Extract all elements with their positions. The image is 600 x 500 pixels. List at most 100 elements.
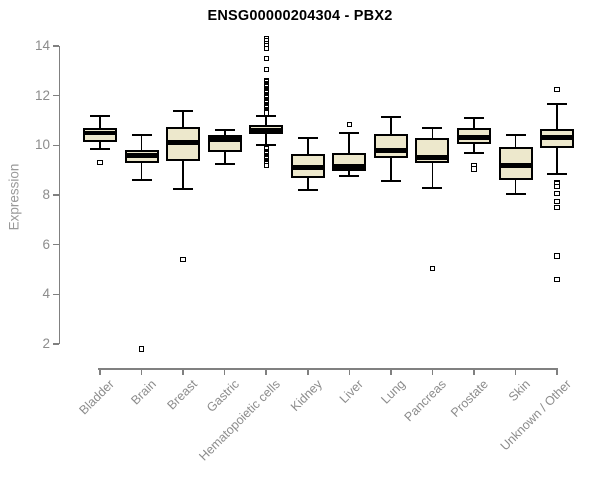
whisker-upper — [514, 135, 517, 147]
x-axis-tick — [140, 368, 143, 375]
y-axis-tick — [52, 144, 59, 147]
whisker-cap-lower — [297, 189, 318, 192]
y-tick-label: 10 — [34, 137, 50, 153]
x-tick-label-kidney: Kidney — [287, 377, 325, 414]
x-tick-label-lung: Lung — [378, 377, 408, 407]
x-axis-tick — [556, 368, 558, 375]
whisker-cap-lower — [131, 179, 152, 182]
y-tick-label: 12 — [34, 87, 50, 103]
y-axis-tick — [52, 194, 59, 196]
x-axis-tick — [473, 368, 475, 375]
whisker-lower — [182, 161, 184, 189]
whisker-lower — [99, 141, 101, 150]
y-axis-tick — [52, 343, 59, 345]
whisker-lower — [389, 157, 392, 182]
median-line — [498, 162, 533, 168]
x-tick-label-unknown-other: Unknown / Other — [497, 377, 574, 454]
whisker-cap-lower — [90, 148, 110, 151]
y-tick-label: 2 — [42, 336, 50, 351]
x-tick-label-hematopoietic-cells: Hematopoietic cells — [196, 377, 284, 464]
outlier-point — [263, 55, 269, 62]
whisker-lower — [431, 162, 434, 188]
whisker-lower — [140, 162, 143, 181]
y-axis-tick — [52, 94, 59, 97]
x-axis-tick — [223, 368, 226, 375]
whisker-upper — [306, 137, 309, 155]
median-line — [456, 135, 491, 141]
median-line — [540, 135, 575, 141]
whisker-cap-upper — [297, 136, 318, 139]
x-axis-tick — [182, 368, 184, 375]
whisker-cap-lower — [173, 187, 194, 190]
whisker-cap-upper — [547, 103, 568, 106]
outlier-point — [180, 256, 186, 263]
whisker-cap-upper — [380, 115, 401, 118]
whisker-upper — [348, 132, 351, 153]
whisker-lower — [556, 147, 558, 174]
median-line — [124, 152, 159, 158]
outlier-point — [346, 121, 352, 127]
x-axis-tick — [99, 368, 101, 375]
x-tick-label-prostate: Prostate — [448, 377, 491, 420]
median-line — [332, 164, 367, 169]
x-tick-label-liver: Liver — [337, 377, 367, 407]
whisker-lower — [265, 134, 268, 146]
x-tick-label-bladder: Bladder — [76, 377, 117, 418]
whisker-cap-upper — [505, 134, 526, 137]
whisker-cap-lower — [339, 175, 360, 178]
outlier-point — [554, 191, 560, 197]
outlier-point — [263, 45, 269, 52]
whisker-lower — [514, 180, 517, 194]
whisker-cap-lower — [463, 151, 484, 154]
outlier-point — [554, 253, 560, 259]
x-tick-label-pancreas: Pancreas — [402, 377, 450, 425]
x-axis-tick — [514, 368, 517, 375]
y-axis-line — [58, 46, 60, 344]
median-line — [415, 155, 450, 161]
whisker-upper — [99, 115, 101, 128]
y-axis-tick — [52, 45, 59, 47]
median-line — [207, 136, 242, 142]
median-line — [249, 128, 284, 133]
outlier-point — [263, 110, 269, 116]
y-tick-label: 8 — [42, 187, 50, 202]
y-axis-tick — [52, 293, 59, 296]
x-axis-tick — [431, 368, 434, 375]
x-tick-label-breast: Breast — [164, 377, 200, 413]
whisker-upper — [389, 116, 392, 135]
whisker-cap-upper — [463, 117, 484, 120]
median-line — [83, 130, 117, 136]
whisker-upper — [140, 135, 143, 151]
median-line — [166, 140, 201, 146]
whisker-cap-lower — [214, 162, 235, 165]
whisker-lower — [348, 171, 351, 177]
whisker-cap-lower — [422, 186, 443, 189]
x-axis-tick — [265, 368, 267, 375]
x-tick-label-brain: Brain — [127, 377, 159, 408]
whisker-lower — [223, 151, 226, 164]
box-lung — [373, 134, 408, 158]
whisker-cap-upper — [173, 109, 194, 112]
whisker-upper — [265, 115, 268, 126]
y-tick-label: 6 — [42, 236, 50, 252]
whisker-cap-upper — [214, 129, 235, 132]
y-tick-label: 14 — [34, 38, 50, 53]
outlier-point — [554, 276, 560, 283]
whisker-upper — [556, 104, 558, 130]
whisker-cap-upper — [339, 131, 360, 134]
whisker-cap-upper — [131, 134, 152, 137]
outlier-point — [429, 265, 436, 271]
y-axis-tick — [52, 243, 59, 246]
outlier-point — [554, 183, 560, 189]
x-axis-tick — [307, 368, 309, 375]
whisker-cap-lower — [505, 192, 526, 195]
whisker-upper — [182, 110, 184, 127]
outlier-point — [554, 86, 560, 93]
y-tick-label: 4 — [42, 286, 50, 302]
outlier-point — [263, 162, 269, 168]
whisker-upper — [473, 118, 475, 128]
whisker-cap-lower — [380, 180, 401, 183]
median-line — [290, 165, 325, 171]
